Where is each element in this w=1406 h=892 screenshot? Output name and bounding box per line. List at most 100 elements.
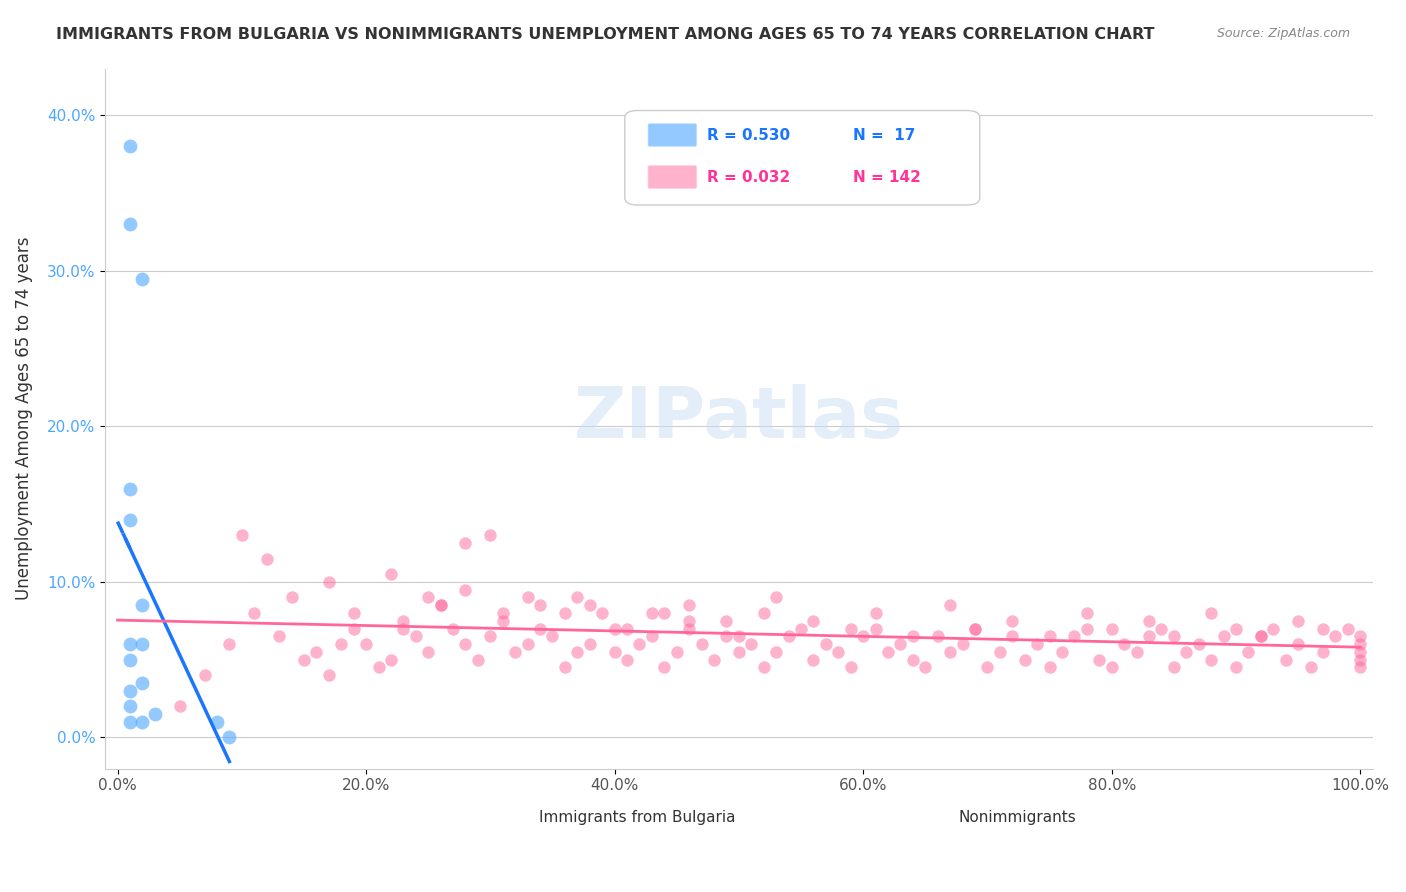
Point [803,614,825,628]
Point [752,606,775,620]
Point [418,645,440,659]
Point [752,660,775,674]
Point [865,622,887,636]
Point [716,629,738,643]
Point [901,653,924,667]
Point [1286,614,1309,628]
Point [889,637,911,651]
Point [1114,637,1136,651]
Point [269,629,291,643]
Point [1312,622,1334,636]
Text: N =  17: N = 17 [853,128,915,143]
FancyBboxPatch shape [889,811,925,830]
FancyBboxPatch shape [648,165,697,189]
Text: N = 142: N = 142 [853,169,921,185]
Point [814,637,837,651]
Point [118,699,141,714]
Point [1250,629,1272,643]
Point [1137,629,1160,643]
Point [728,645,751,659]
Point [591,606,613,620]
Point [1225,660,1247,674]
Y-axis label: Unemployment Among Ages 65 to 74 years: Unemployment Among Ages 65 to 74 years [15,236,32,600]
Point [441,622,464,636]
Point [118,139,141,153]
Point [603,645,626,659]
Point [652,660,675,674]
Point [131,598,153,612]
Point [454,536,477,550]
Point [567,591,589,605]
Text: R = 0.530: R = 0.530 [707,128,790,143]
Point [118,683,141,698]
Point [852,629,875,643]
Text: Immigrants from Bulgaria: Immigrants from Bulgaria [540,810,735,824]
Point [952,637,974,651]
Point [118,714,141,729]
Point [405,629,427,643]
Point [429,598,451,612]
Point [354,637,377,651]
Point [703,653,725,667]
Point [578,637,600,651]
Point [1175,645,1198,659]
Point [205,714,228,729]
Point [628,637,651,651]
Point [1299,660,1322,674]
Point [963,622,986,636]
Point [1312,645,1334,659]
Point [131,676,153,690]
Point [454,637,477,651]
Point [1163,660,1185,674]
Point [1212,629,1234,643]
Point [380,567,402,582]
Point [318,574,340,589]
Point [118,513,141,527]
Point [765,645,787,659]
Point [914,660,936,674]
Point [740,637,762,651]
Point [827,645,849,659]
Point [541,629,564,643]
Point [616,653,638,667]
Point [280,591,302,605]
Point [1348,629,1371,643]
Point [1001,629,1024,643]
Point [988,645,1011,659]
Point [529,622,551,636]
Point [1199,606,1222,620]
Point [479,629,502,643]
Point [1237,645,1260,659]
Point [1001,614,1024,628]
Point [292,653,315,667]
FancyBboxPatch shape [482,811,520,830]
Point [652,606,675,620]
Point [678,598,700,612]
Point [665,645,688,659]
Point [305,645,328,659]
Point [678,622,700,636]
Point [1163,629,1185,643]
Point [193,668,215,682]
Point [877,645,900,659]
Point [1101,660,1123,674]
Point [778,629,800,643]
Point [1324,629,1347,643]
Point [516,591,538,605]
Point [1076,606,1098,620]
Point [765,591,787,605]
Point [641,606,664,620]
Point [131,637,153,651]
Point [554,660,576,674]
Point [567,645,589,659]
Point [218,731,240,745]
Point [1286,637,1309,651]
Point [1038,660,1060,674]
Point [392,614,415,628]
Point [1225,622,1247,636]
Point [1076,622,1098,636]
Point [1199,653,1222,667]
Point [1038,629,1060,643]
Point [169,699,191,714]
Point [839,660,862,674]
